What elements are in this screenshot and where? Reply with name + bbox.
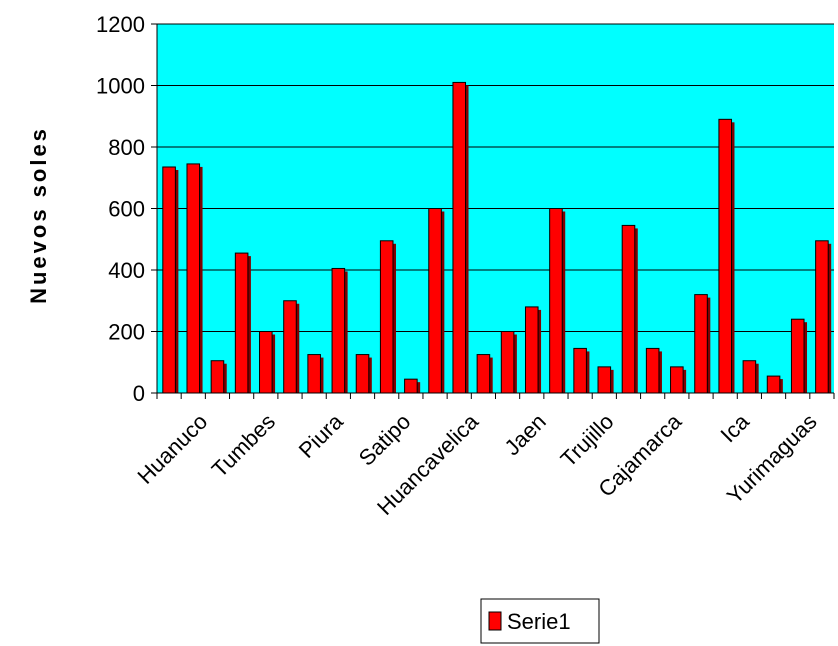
bar <box>524 306 539 394</box>
y-tick-label: 800 <box>108 135 145 160</box>
bar <box>766 375 781 394</box>
bar <box>259 331 273 394</box>
bar <box>670 366 684 394</box>
x-tick-label: Ica <box>716 408 755 447</box>
x-tick-label: Huanuco <box>132 409 212 489</box>
x-tick-label: Jaen <box>499 409 550 460</box>
bar <box>428 208 442 394</box>
bar <box>500 331 515 394</box>
y-axis-label: Nuevos soles <box>26 126 51 304</box>
bar <box>355 354 370 394</box>
y-tick-label: 0 <box>133 381 145 406</box>
bar <box>379 240 394 394</box>
y-tick-label: 400 <box>108 258 145 283</box>
bar <box>331 267 346 394</box>
bar <box>283 300 297 394</box>
axes <box>151 23 835 399</box>
bar <box>790 318 805 394</box>
y-tick-label: 600 <box>108 197 145 222</box>
x-tick-label: Tumbes <box>207 409 280 482</box>
bar <box>210 360 225 394</box>
bar <box>452 81 467 394</box>
x-tick-label: Piura <box>294 408 349 463</box>
bar <box>597 366 612 394</box>
bar <box>621 224 636 394</box>
legend: Serie1 <box>480 598 600 644</box>
bar <box>404 378 418 394</box>
bar <box>645 347 660 394</box>
bar <box>162 166 176 394</box>
bar <box>815 240 829 394</box>
bar <box>234 252 249 394</box>
y-tick-label: 1200 <box>96 12 145 37</box>
bar <box>694 294 708 394</box>
bar <box>307 354 321 394</box>
y-tick-label: 1000 <box>96 74 145 99</box>
bar <box>186 163 201 394</box>
x-tick-label: Trujillo <box>556 409 619 472</box>
legend-label-serie1: Serie1 <box>507 609 571 634</box>
x-tick-label: Satipo <box>354 409 416 471</box>
bar <box>718 118 732 394</box>
y-tick-labels: 0 200 400 600 800 1000 1200 <box>96 12 145 406</box>
bar <box>742 360 757 394</box>
legend-swatch <box>488 611 502 631</box>
bar <box>573 347 587 394</box>
bar <box>549 208 563 394</box>
y-tick-label: 200 <box>108 320 145 345</box>
bar <box>476 354 491 394</box>
